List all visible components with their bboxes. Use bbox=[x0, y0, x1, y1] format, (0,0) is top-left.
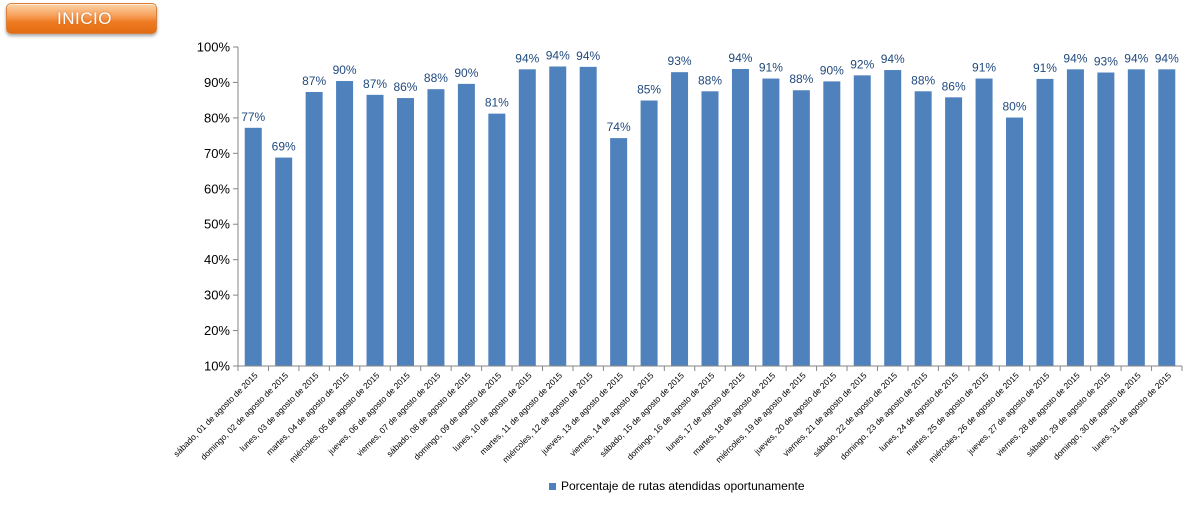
y-tick-label: 80% bbox=[204, 110, 230, 125]
bar bbox=[488, 113, 506, 366]
inicio-button[interactable]: INICIO bbox=[6, 3, 157, 34]
bar bbox=[610, 138, 628, 366]
bar bbox=[549, 66, 567, 366]
bar bbox=[640, 100, 658, 366]
bar bbox=[914, 91, 932, 367]
data-label: 90% bbox=[454, 66, 478, 80]
bar bbox=[762, 78, 780, 366]
bar bbox=[792, 90, 810, 367]
data-label: 80% bbox=[1003, 100, 1027, 114]
data-label: 88% bbox=[698, 73, 722, 87]
bar bbox=[336, 81, 354, 366]
y-tick-label: 100% bbox=[197, 40, 231, 55]
data-label: 94% bbox=[1155, 51, 1179, 65]
y-tick-label: 50% bbox=[204, 217, 230, 232]
data-label: 94% bbox=[515, 51, 539, 65]
bar bbox=[1127, 69, 1145, 366]
bar bbox=[427, 89, 445, 366]
data-label: 94% bbox=[546, 48, 570, 62]
y-tick-label: 30% bbox=[204, 288, 230, 303]
y-tick-label: 40% bbox=[204, 252, 230, 267]
data-label: 92% bbox=[850, 57, 874, 71]
bar bbox=[1066, 69, 1084, 366]
data-label: 69% bbox=[272, 140, 296, 154]
data-label: 88% bbox=[911, 73, 935, 87]
data-label: 81% bbox=[485, 96, 509, 110]
bar bbox=[305, 92, 323, 367]
data-label: 94% bbox=[881, 52, 905, 66]
data-label: 94% bbox=[576, 49, 600, 63]
bar bbox=[518, 69, 536, 366]
bar bbox=[853, 75, 871, 366]
bar bbox=[1158, 69, 1176, 366]
legend: Porcentaje de rutas atendidas oportuname… bbox=[549, 479, 805, 493]
data-label: 91% bbox=[972, 61, 996, 75]
bars bbox=[244, 66, 1176, 367]
bar bbox=[244, 127, 262, 367]
legend-label: Porcentaje de rutas atendidas oportuname… bbox=[561, 479, 805, 493]
data-label: 86% bbox=[393, 80, 417, 94]
data-label: 91% bbox=[759, 61, 783, 75]
y-tick-label: 70% bbox=[204, 146, 230, 161]
bar bbox=[1036, 78, 1054, 367]
data-label: 90% bbox=[333, 63, 357, 77]
data-label: 85% bbox=[637, 83, 661, 97]
data-label: 91% bbox=[1033, 61, 1057, 75]
bar bbox=[823, 81, 841, 367]
data-label: 74% bbox=[607, 120, 631, 134]
data-label: 87% bbox=[302, 74, 326, 88]
bar bbox=[396, 98, 414, 366]
bar bbox=[366, 94, 384, 366]
y-tick-label: 10% bbox=[204, 359, 230, 374]
data-label: 94% bbox=[1124, 51, 1148, 65]
data-label: 87% bbox=[363, 77, 387, 91]
bar bbox=[671, 72, 689, 366]
y-tick-label: 60% bbox=[204, 181, 230, 196]
data-label: 88% bbox=[424, 71, 448, 85]
y-tick-label: 90% bbox=[204, 75, 230, 90]
y-axis: 10% 20% 30% 40% 50% 60% 70% 80% 90% 100% bbox=[197, 40, 239, 374]
bar bbox=[975, 78, 993, 366]
bar bbox=[731, 68, 749, 366]
y-tick-label: 20% bbox=[204, 323, 230, 338]
data-label: 93% bbox=[1094, 55, 1118, 69]
legend-swatch bbox=[549, 483, 556, 490]
bar bbox=[701, 91, 719, 367]
data-label: 94% bbox=[1063, 51, 1087, 65]
data-label: 90% bbox=[820, 63, 844, 77]
bar bbox=[1097, 72, 1115, 367]
bar bbox=[945, 97, 963, 366]
bar bbox=[457, 83, 475, 367]
data-labels: 77% 69% 87% 90% 87% 86% 88% 90% 81% 94% 94% 94% 74% 8… bbox=[241, 48, 1179, 153]
bar bbox=[884, 70, 902, 367]
data-label: 93% bbox=[668, 54, 692, 68]
bar bbox=[275, 157, 293, 366]
data-label: 88% bbox=[789, 72, 813, 86]
bar bbox=[1006, 117, 1024, 366]
bar bbox=[579, 66, 597, 367]
data-label: 94% bbox=[728, 51, 752, 65]
data-label: 77% bbox=[241, 110, 265, 124]
data-label: 86% bbox=[942, 79, 966, 93]
